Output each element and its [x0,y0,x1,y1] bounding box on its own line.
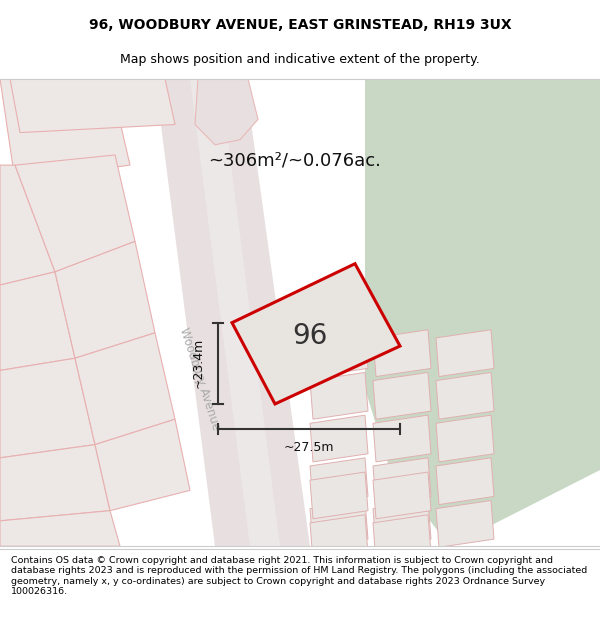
Text: 96, WOODBURY AVENUE, EAST GRINSTEAD, RH19 3UX: 96, WOODBURY AVENUE, EAST GRINSTEAD, RH1… [89,18,511,32]
Polygon shape [0,79,130,181]
Polygon shape [0,511,120,546]
Polygon shape [310,501,368,548]
Polygon shape [75,333,175,444]
Polygon shape [373,501,431,548]
Polygon shape [15,155,135,272]
Polygon shape [436,372,494,419]
Text: Contains OS data © Crown copyright and database right 2021. This information is : Contains OS data © Crown copyright and d… [11,556,587,596]
Polygon shape [0,165,55,285]
Polygon shape [436,415,494,462]
Polygon shape [310,372,368,419]
Polygon shape [155,79,310,546]
Text: ~23.4m: ~23.4m [191,338,205,389]
Polygon shape [95,419,190,511]
Polygon shape [373,372,431,419]
Polygon shape [373,415,431,462]
Polygon shape [310,415,368,462]
Polygon shape [190,79,280,546]
Polygon shape [436,330,494,376]
Text: 96: 96 [292,322,328,350]
Polygon shape [436,458,494,504]
Polygon shape [310,458,368,504]
Polygon shape [310,515,368,561]
Polygon shape [373,472,431,519]
Polygon shape [232,264,400,404]
Polygon shape [373,458,431,504]
Text: ~27.5m: ~27.5m [284,441,334,454]
Polygon shape [310,558,368,604]
Polygon shape [373,558,431,604]
Polygon shape [310,330,368,376]
Polygon shape [0,444,110,521]
Text: Woodbury Avenue: Woodbury Avenue [177,326,223,431]
Text: ~306m²/~0.076ac.: ~306m²/~0.076ac. [209,151,382,169]
Polygon shape [373,330,431,376]
Polygon shape [373,515,431,561]
Polygon shape [0,272,75,371]
Polygon shape [436,501,494,548]
Polygon shape [310,472,368,519]
Polygon shape [10,79,175,132]
Polygon shape [55,241,155,358]
Polygon shape [0,358,95,458]
Polygon shape [195,79,258,145]
Polygon shape [365,79,600,546]
Text: Map shows position and indicative extent of the property.: Map shows position and indicative extent… [120,52,480,66]
